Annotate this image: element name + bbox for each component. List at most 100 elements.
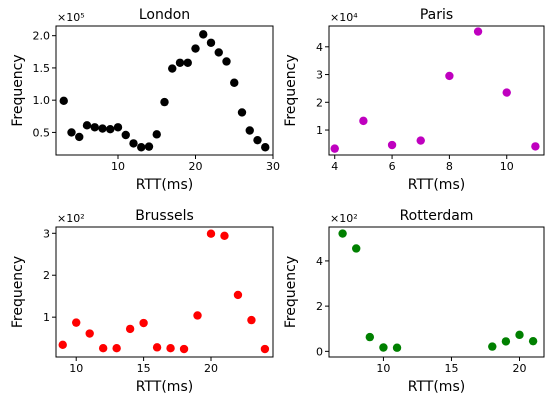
x-tick-label: 4 — [331, 160, 338, 173]
y-axis-label: Frequency — [10, 256, 26, 328]
data-point — [67, 128, 76, 137]
data-point — [75, 132, 84, 142]
data-point — [359, 116, 368, 126]
data-point — [137, 143, 146, 152]
data-point — [352, 244, 361, 253]
data-point — [125, 324, 135, 334]
data-point — [338, 229, 347, 238]
data-point — [387, 140, 397, 150]
x-tick-label: 20 — [189, 160, 203, 173]
subplot-2: Brussels ×10² 10 15 20 1 2 3 RTT(ms) Frequency — [10, 208, 274, 395]
data-point — [261, 143, 270, 152]
data-point — [260, 344, 270, 354]
y-axis-multiplier: ×10² — [57, 212, 85, 225]
data-point — [528, 336, 538, 346]
data-point — [473, 27, 483, 36]
data-point — [129, 139, 138, 148]
data-point — [58, 340, 67, 350]
data-point — [253, 135, 262, 145]
x-tick-label: 10 — [376, 362, 390, 375]
data-point — [175, 58, 185, 67]
x-tick-label: 10 — [500, 160, 514, 173]
y-tick-label: 1 — [316, 124, 323, 137]
data-point — [365, 332, 375, 342]
y-axis-multiplier: ×10⁵ — [57, 11, 85, 24]
data-point — [502, 88, 511, 97]
y-tick-label: 2 — [316, 96, 323, 109]
y-tick-label: 1.0 — [33, 94, 51, 107]
x-tick-label: 6 — [389, 160, 396, 173]
data-point — [98, 343, 108, 353]
subplot-title: Rotterdam — [400, 208, 474, 224]
x-axis-label: RTT(ms) — [408, 177, 465, 193]
data-point — [531, 142, 540, 151]
y-axis-label: Frequency — [283, 256, 299, 328]
data-point — [206, 229, 216, 238]
x-axis-label: RTT(ms) — [136, 177, 193, 193]
y-tick-label: 0 — [316, 345, 323, 358]
data-point — [166, 343, 175, 353]
y-tick-label: 2 — [316, 300, 323, 313]
x-tick-label: 20 — [204, 362, 218, 375]
data-point — [379, 343, 388, 352]
data-point — [237, 108, 247, 117]
x-tick-label: 15 — [444, 362, 458, 375]
data-point — [193, 311, 202, 320]
data-point — [501, 337, 511, 346]
data-point — [515, 330, 524, 340]
data-point — [247, 315, 256, 325]
data-point — [233, 290, 243, 300]
y-tick-label: 0.5 — [33, 126, 51, 139]
data-point — [230, 78, 239, 87]
data-point — [179, 344, 189, 354]
axes-frame — [328, 25, 545, 156]
data-point — [90, 123, 99, 132]
x-axis-label: RTT(ms) — [408, 379, 465, 395]
subplot-title: London — [139, 7, 190, 23]
y-tick-label: 4 — [316, 41, 323, 54]
data-point — [220, 231, 229, 241]
subplot-3: Rotterdam ×10² 10 15 20 0 2 4 RTT(ms) Frequency — [283, 208, 545, 395]
x-tick-label: 10 — [111, 160, 125, 173]
data-point — [144, 142, 154, 151]
x-tick-label: 30 — [266, 160, 280, 173]
data-point — [82, 121, 92, 130]
y-tick-label: 4 — [316, 255, 323, 268]
y-tick-label: 3 — [316, 69, 323, 82]
x-tick-label: 20 — [513, 362, 527, 375]
axes-frame — [55, 25, 274, 156]
x-tick-label: 8 — [446, 160, 453, 173]
y-tick-label: 3 — [43, 227, 50, 240]
data-point — [113, 123, 123, 132]
data-point — [98, 124, 107, 133]
data-point — [206, 38, 216, 47]
data-point — [59, 96, 68, 106]
axes-frame — [328, 226, 545, 358]
data-point — [488, 342, 497, 351]
y-axis-label: Frequency — [10, 54, 26, 126]
y-axis-label: Frequency — [283, 54, 299, 126]
axes-frame — [55, 226, 274, 358]
data-point — [416, 136, 425, 145]
data-point — [72, 318, 81, 327]
data-point — [199, 30, 208, 39]
data-point — [160, 97, 169, 107]
data-point — [245, 126, 254, 135]
data-point — [152, 130, 161, 139]
data-point — [112, 343, 121, 353]
data-point — [106, 125, 115, 134]
y-tick-label: 2.0 — [33, 30, 51, 43]
y-tick-label: 1 — [43, 311, 50, 324]
y-tick-label: 2 — [43, 269, 50, 282]
x-axis-label: RTT(ms) — [136, 379, 193, 395]
x-tick-label: 15 — [137, 362, 151, 375]
subplot-title: Brussels — [135, 208, 194, 224]
data-point — [152, 343, 162, 352]
data-point — [85, 329, 94, 338]
data-point — [330, 144, 339, 153]
data-point — [168, 64, 177, 73]
y-axis-multiplier: ×10⁴ — [330, 11, 358, 24]
